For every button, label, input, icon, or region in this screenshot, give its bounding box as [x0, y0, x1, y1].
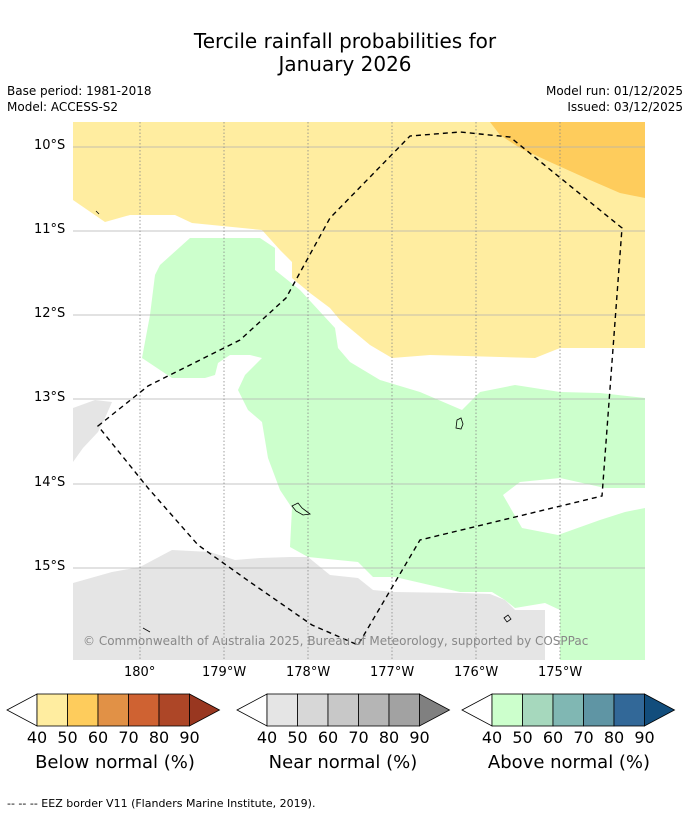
legend-swatch [613, 693, 645, 727]
legend-extend-low [6, 693, 38, 727]
title-line-2: January 2026 [278, 52, 412, 76]
footer-note: -- -- -- EEZ border V11 (Flanders Marine… [7, 797, 316, 810]
island-1 [455, 417, 464, 430]
legend-tick-label: 50 [512, 728, 533, 747]
legend-swatch [97, 693, 129, 727]
meta-left: Base period: 1981-2018 Model: ACCESS-S2 [7, 83, 152, 115]
copyright-note: © Commonwealth of Australia 2025, Bureau… [83, 634, 589, 648]
legend-extend-high [189, 693, 221, 727]
legend-swatch [522, 693, 554, 727]
legend-swatch [552, 693, 584, 727]
near-normal-region-west [73, 400, 112, 462]
legend-tick-label: 70 [118, 728, 139, 747]
legend-below-normal [6, 693, 221, 727]
legend-tick-label: 60 [87, 728, 109, 747]
base-period: Base period: 1981-2018 [7, 84, 152, 98]
lat-label-11s: 11°S [34, 222, 66, 237]
near-normal-region-south [73, 550, 545, 660]
lat-label-13s: 13°S [34, 390, 66, 405]
legend-swatch [36, 693, 68, 727]
title-line-1: Tercile rainfall probabilities for [193, 29, 497, 53]
legend-tick-label: 40 [26, 728, 48, 747]
legend-swatch [491, 693, 523, 727]
model-run: Model run: 01/12/2025 [545, 84, 683, 98]
legend-colorbars [6, 693, 676, 727]
lon-label-178w: 178°W [286, 665, 331, 680]
legend-extend-low [461, 693, 493, 727]
legend-swatch [67, 693, 99, 727]
legend-tick-label: 80 [378, 728, 400, 747]
eez-border [97, 131, 623, 646]
legend-tick-label: 50 [287, 728, 308, 747]
legend-swatch [358, 693, 390, 727]
island-2 [291, 502, 312, 516]
legend-label-below: Below normal (%) [35, 752, 195, 773]
chart-title: Tercile rainfall probabilities for Janua… [0, 30, 690, 76]
lon-label-180: 180° [124, 665, 156, 680]
legend-tick-label: 60 [317, 728, 339, 747]
lon-label-175w: 175°W [538, 665, 583, 680]
below-normal-high-region [490, 122, 645, 198]
legend-tick-label: 40 [256, 728, 278, 747]
lon-label-177w: 177°W [370, 665, 415, 680]
legend-tick-label: 50 [57, 728, 78, 747]
lat-label-15s: 15°S [34, 559, 66, 574]
legend-extend-high [644, 693, 676, 727]
lat-label-14s: 14°S [34, 475, 66, 490]
lon-label-179w: 179°W [202, 665, 247, 680]
legend-label-above: Above normal (%) [487, 752, 651, 773]
island-5 [95, 210, 100, 215]
longitude-gridlines [139, 122, 561, 660]
legend-extend-high [419, 693, 451, 727]
legend-extend-low [236, 693, 268, 727]
legend-tick-label: 70 [348, 728, 369, 747]
island-3 [503, 614, 512, 623]
legend-swatch [128, 693, 160, 727]
legend-swatch [297, 693, 329, 727]
legend-tick-label: 80 [603, 728, 625, 747]
issued-date: Issued: 03/12/2025 [567, 100, 683, 114]
lat-label-12s: 12°S [34, 306, 66, 321]
legend-tick-label: 90 [634, 728, 655, 747]
map-area [73, 122, 645, 660]
legend-swatch [266, 693, 298, 727]
above-normal-region [142, 238, 645, 660]
legend-tick-label: 70 [573, 728, 594, 747]
legend-swatch [327, 693, 359, 727]
legend-tick-label: 40 [481, 728, 503, 747]
legend-swatch [158, 693, 190, 727]
lon-label-176w: 176°W [454, 665, 499, 680]
meta-right: Model run: 01/12/2025 Issued: 03/12/2025 [546, 83, 683, 115]
model-name: Model: ACCESS-S2 [7, 100, 119, 114]
island-4 [142, 627, 151, 633]
legend-tick-label: 90 [409, 728, 430, 747]
legend-swatch [388, 693, 420, 727]
legend-tick-label: 60 [542, 728, 564, 747]
legend-above-normal [461, 693, 676, 727]
legend-tick-label: 90 [179, 728, 200, 747]
legend-tick-label: 80 [148, 728, 170, 747]
lat-label-10s: 10°S [34, 138, 66, 153]
legend-swatch [583, 693, 615, 727]
legend-near-normal [236, 693, 451, 727]
below-normal-region [73, 122, 645, 358]
latitude-gridlines [73, 146, 645, 569]
legend-label-near: Near normal (%) [268, 752, 418, 773]
